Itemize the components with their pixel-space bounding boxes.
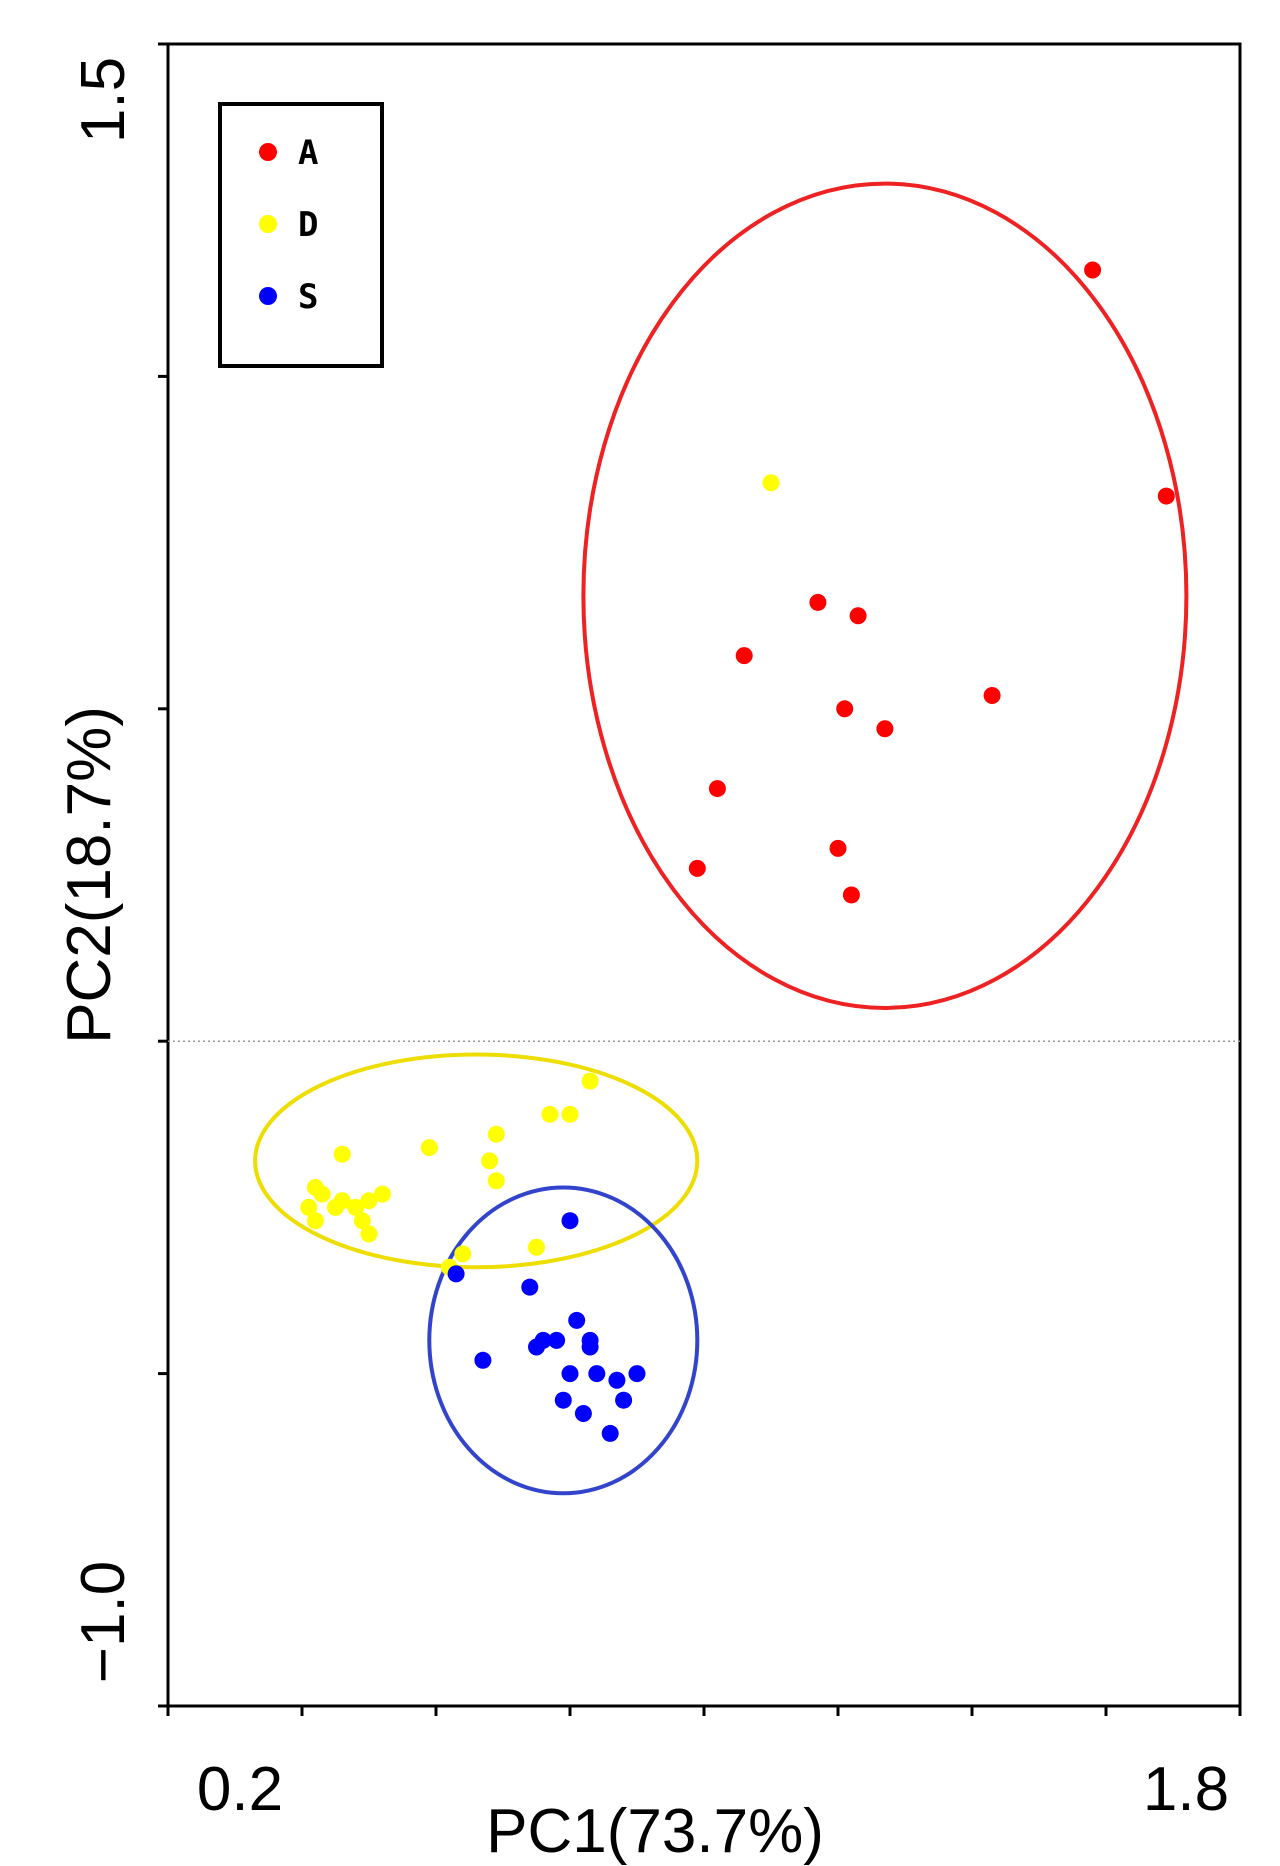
data-point-a — [809, 593, 827, 611]
data-point-a — [688, 859, 706, 877]
data-point-a — [842, 886, 860, 904]
legend: ADS — [218, 102, 384, 368]
data-point-d — [487, 1125, 505, 1143]
data-point-s — [568, 1311, 586, 1329]
data-point-d — [541, 1105, 559, 1123]
data-point-s — [608, 1371, 626, 1389]
data-point-d — [360, 1192, 378, 1210]
data-point-d — [762, 474, 780, 492]
data-point-d — [420, 1139, 438, 1157]
data-point-d — [313, 1185, 331, 1203]
data-point-d — [581, 1072, 599, 1090]
data-point-d — [306, 1212, 324, 1230]
y-tick-label-max: 1.5 — [69, 57, 138, 143]
legend-label-d: D — [298, 205, 318, 245]
data-point-s — [474, 1351, 492, 1369]
data-point-a — [836, 700, 854, 718]
data-point-s — [528, 1338, 545, 1356]
data-point-a — [876, 720, 894, 738]
data-point-d — [333, 1145, 351, 1163]
confidence-ellipse-d — [253, 1052, 700, 1270]
legend-label-a: A — [298, 133, 318, 173]
data-point-d — [373, 1185, 391, 1203]
data-point-d — [481, 1152, 499, 1170]
data-point-a — [829, 839, 847, 857]
data-point-s — [521, 1278, 539, 1296]
data-point-s — [581, 1338, 599, 1356]
legend-marker-s — [259, 287, 277, 305]
legend-box — [218, 102, 384, 368]
x-tick-label-min: 0.2 — [197, 1755, 283, 1824]
data-point-a — [983, 687, 1001, 705]
data-point-a — [1157, 487, 1175, 505]
confidence-ellipse-a — [581, 181, 1189, 1010]
data-point-s — [601, 1424, 619, 1442]
data-point-s — [588, 1365, 606, 1383]
legend-marker-a — [259, 143, 277, 161]
data-point-a — [849, 607, 867, 625]
data-point-s — [561, 1212, 579, 1230]
data-point-a — [1084, 261, 1102, 279]
y-tick-label-min: −1.0 — [69, 1561, 138, 1683]
data-point-s — [574, 1404, 592, 1422]
legend-label-s: S — [298, 277, 318, 317]
data-point-d — [487, 1172, 505, 1190]
data-point-s — [628, 1365, 646, 1383]
y-axis-title: PC2(18.7%) — [55, 706, 124, 1044]
data-point-a — [708, 780, 726, 798]
data-point-s — [554, 1391, 572, 1409]
data-point-d — [528, 1238, 545, 1256]
confidence-ellipse-s — [427, 1185, 700, 1496]
data-point-s — [561, 1365, 579, 1383]
data-point-d — [327, 1198, 344, 1216]
x-axis-title: PC1(73.7%) — [486, 1797, 824, 1866]
data-point-s — [548, 1331, 566, 1349]
data-point-d — [300, 1198, 318, 1216]
data-point-d — [561, 1105, 579, 1123]
data-point-s — [615, 1391, 633, 1409]
x-tick-label-max: 1.8 — [1143, 1755, 1229, 1824]
data-point-a — [735, 647, 753, 665]
data-point-s — [447, 1265, 465, 1283]
data-point-d — [353, 1212, 371, 1230]
data-point-d — [347, 1198, 365, 1216]
data-point-d — [454, 1245, 472, 1263]
legend-marker-d — [259, 215, 277, 233]
data-point-d — [360, 1225, 378, 1243]
